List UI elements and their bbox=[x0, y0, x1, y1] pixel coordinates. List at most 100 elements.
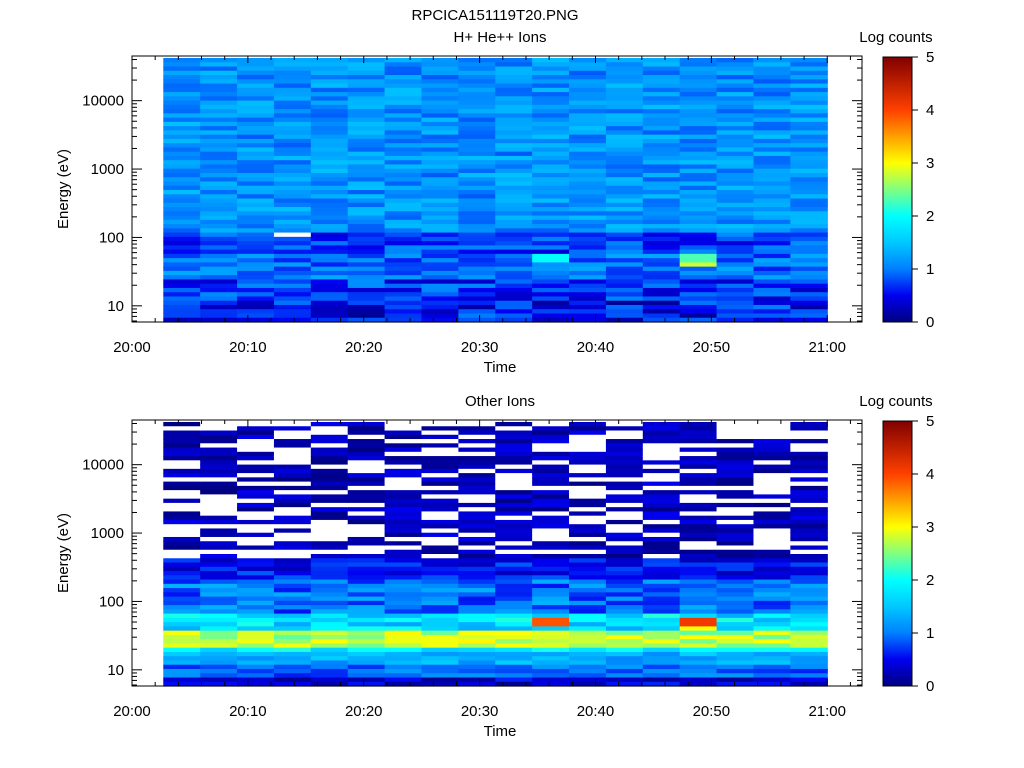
heatmap-cell bbox=[495, 241, 533, 246]
heatmap-cell bbox=[310, 498, 349, 504]
heatmap-cell bbox=[458, 92, 496, 97]
heatmap-cell bbox=[679, 79, 718, 85]
heatmap-cell bbox=[273, 626, 312, 632]
heatmap-cell bbox=[790, 155, 828, 161]
heatmap-cell bbox=[237, 609, 275, 615]
heatmap-cell bbox=[458, 656, 496, 662]
heatmap-cell bbox=[753, 104, 791, 110]
heatmap-cell bbox=[569, 228, 607, 234]
heatmap-cell bbox=[753, 258, 791, 263]
heatmap-cell bbox=[347, 287, 386, 293]
heatmap-cell bbox=[310, 62, 349, 68]
heatmap-cell bbox=[679, 87, 718, 93]
heatmap-cell bbox=[347, 224, 386, 229]
heatmap-cell bbox=[310, 481, 349, 487]
heatmap-cell bbox=[679, 613, 718, 619]
heatmap-cell bbox=[310, 258, 349, 263]
heatmap-cell bbox=[421, 443, 459, 449]
heatmap-cell bbox=[384, 668, 423, 674]
colorbar-tick-label: 4 bbox=[926, 466, 934, 483]
heatmap-cell bbox=[237, 626, 275, 632]
heatmap-cell bbox=[421, 447, 459, 453]
heatmap-cell bbox=[163, 643, 201, 649]
heatmap-cell bbox=[237, 309, 275, 315]
heatmap-cell bbox=[605, 617, 644, 623]
heatmap-cell bbox=[200, 541, 238, 547]
heatmap-cell bbox=[310, 643, 349, 649]
heatmap-cell bbox=[569, 66, 607, 72]
heatmap-cell bbox=[421, 292, 459, 298]
heatmap-cell bbox=[532, 96, 570, 102]
heatmap-cell bbox=[679, 147, 718, 153]
heatmap-cell bbox=[495, 494, 533, 500]
heatmap-cell bbox=[642, 460, 681, 466]
heatmap-cell bbox=[200, 596, 238, 602]
heatmap-cell bbox=[495, 126, 533, 131]
heatmap-cell bbox=[200, 155, 238, 161]
heatmap-cell bbox=[605, 117, 644, 123]
heatmap-cell bbox=[237, 566, 275, 572]
heatmap-cell bbox=[605, 109, 644, 114]
heatmap-cell bbox=[679, 609, 718, 615]
heatmap-cell bbox=[237, 673, 275, 679]
heatmap-cell bbox=[163, 58, 201, 63]
heatmap-cell bbox=[532, 647, 570, 653]
heatmap-cell bbox=[790, 511, 828, 517]
heatmap-cell bbox=[532, 490, 570, 495]
heatmap-cell bbox=[200, 241, 238, 246]
heatmap-cell bbox=[605, 194, 644, 200]
heatmap-cell bbox=[421, 249, 459, 255]
heatmap-cell bbox=[605, 456, 644, 461]
heatmap-cell bbox=[458, 117, 496, 123]
heatmap-cell bbox=[384, 177, 423, 183]
heatmap-cell bbox=[310, 164, 349, 170]
heatmap-cell bbox=[790, 266, 828, 272]
heatmap-cell bbox=[273, 160, 312, 166]
heatmap-cell bbox=[458, 83, 496, 89]
heatmap-cell bbox=[569, 134, 607, 140]
heatmap-cell bbox=[200, 643, 238, 649]
heatmap-cell bbox=[679, 575, 718, 581]
heatmap-cell bbox=[716, 151, 755, 157]
heatmap-cell bbox=[384, 651, 423, 657]
heatmap-cell bbox=[384, 536, 423, 542]
heatmap-cell bbox=[642, 232, 681, 238]
heatmap-cell bbox=[753, 554, 791, 559]
heatmap-cell bbox=[310, 528, 349, 534]
heatmap-cell bbox=[495, 198, 533, 204]
heatmap-cell bbox=[605, 66, 644, 72]
heatmap-cell bbox=[347, 100, 386, 106]
heatmap-cell bbox=[458, 571, 496, 576]
heatmap-cell bbox=[237, 562, 275, 568]
heatmap-cell bbox=[237, 245, 275, 251]
heatmap-cell bbox=[273, 592, 312, 598]
x-tick-label: 20:00 bbox=[113, 703, 151, 720]
heatmap-cell bbox=[495, 138, 533, 144]
heatmap-cell bbox=[273, 258, 312, 263]
heatmap-cell bbox=[237, 588, 275, 593]
heatmap-cell bbox=[200, 270, 238, 276]
heatmap-cell bbox=[642, 477, 681, 483]
heatmap-cell bbox=[163, 617, 201, 623]
heatmap-cell bbox=[753, 228, 791, 234]
heatmap-cell bbox=[273, 241, 312, 246]
heatmap-cell bbox=[310, 477, 349, 483]
heatmap-cell bbox=[200, 460, 238, 466]
heatmap-cell bbox=[384, 198, 423, 204]
heatmap-cell bbox=[495, 439, 533, 444]
heatmap-cell bbox=[273, 219, 312, 225]
heatmap-cell bbox=[458, 300, 496, 306]
heatmap-cell bbox=[384, 296, 423, 302]
heatmap-cell bbox=[273, 477, 312, 483]
heatmap-cell bbox=[163, 283, 201, 289]
heatmap-cell bbox=[347, 528, 386, 534]
heatmap-cell bbox=[495, 626, 533, 632]
heatmap-cell bbox=[200, 660, 238, 666]
heatmap-cell bbox=[384, 545, 423, 551]
heatmap-cell bbox=[495, 317, 533, 323]
heatmap-cell bbox=[458, 549, 496, 555]
heatmap-cell bbox=[458, 532, 496, 538]
heatmap-cell bbox=[569, 651, 607, 657]
heatmap-cell bbox=[273, 292, 312, 298]
heatmap-cell bbox=[679, 83, 718, 89]
